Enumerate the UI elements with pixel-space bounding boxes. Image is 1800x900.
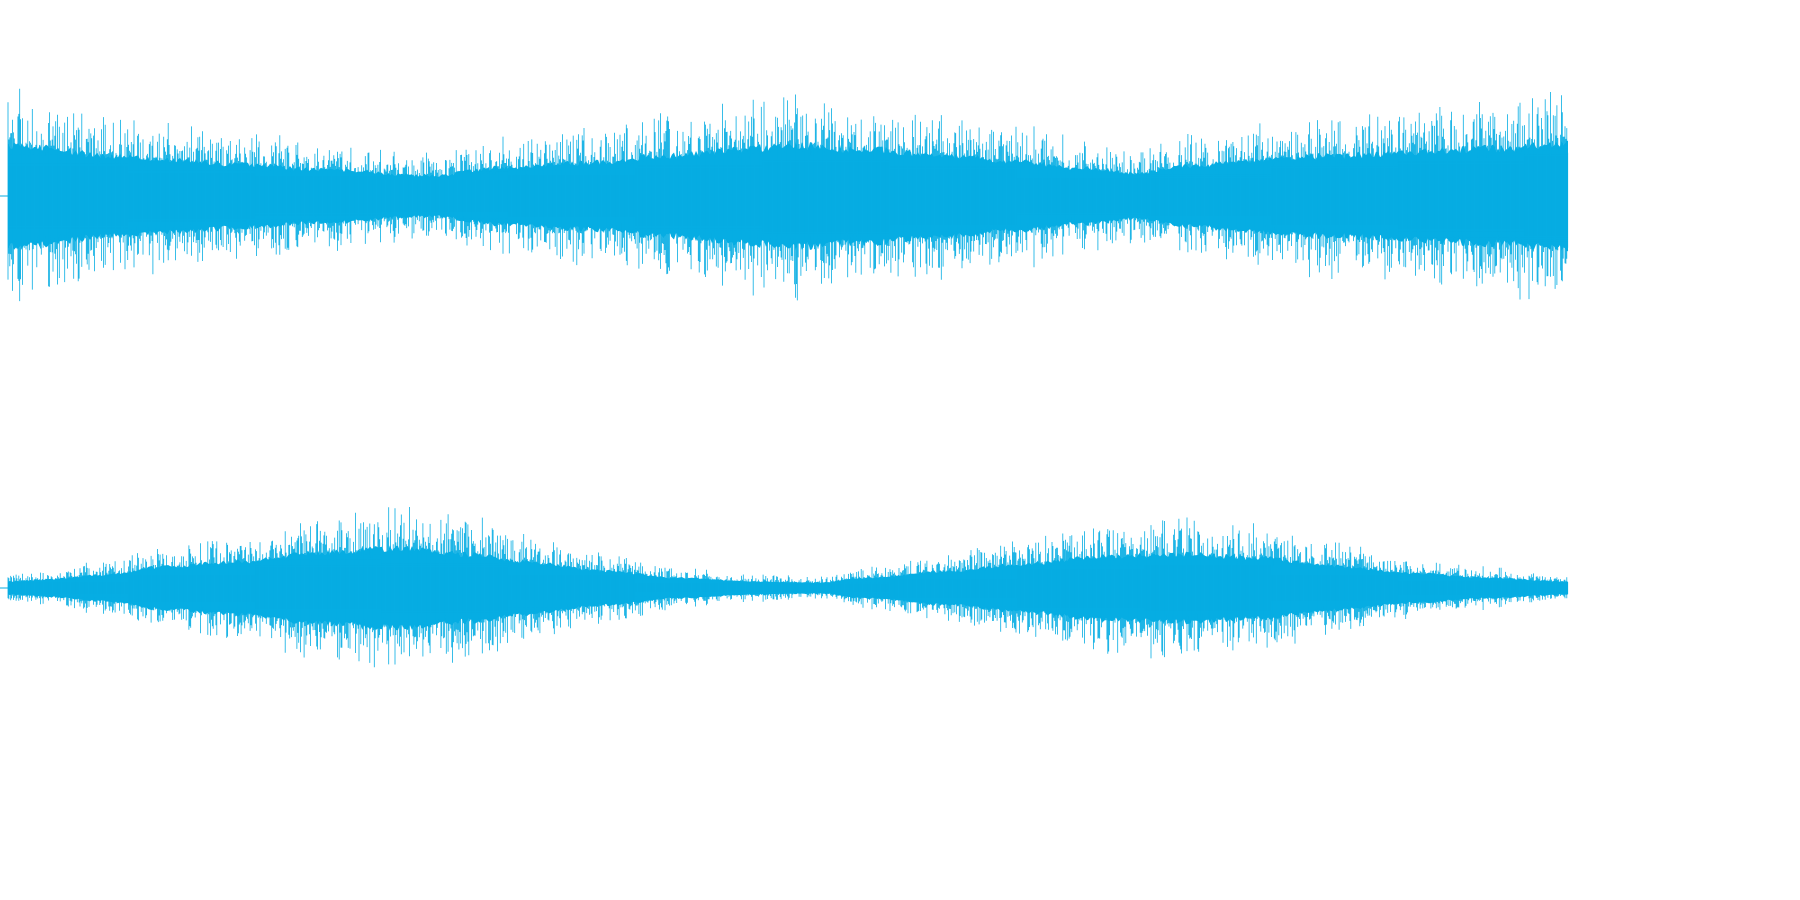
waveform-peaks <box>7 507 1569 668</box>
waveform-channel-top <box>0 88 1569 302</box>
waveform-peaks <box>7 88 1569 302</box>
waveform-channel-bottom <box>0 507 1569 668</box>
